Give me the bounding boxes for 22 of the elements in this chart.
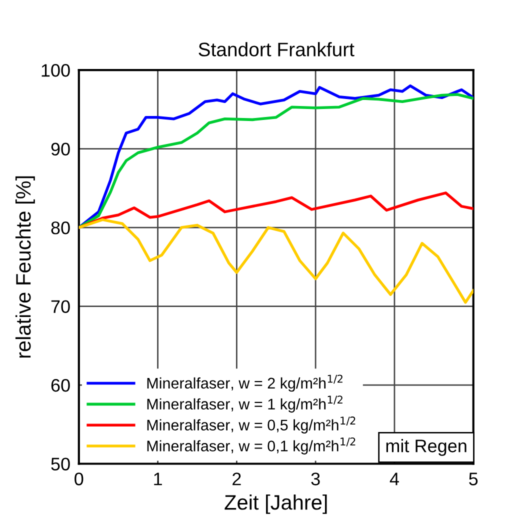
y-tick-label: 100: [42, 64, 70, 77]
y-tick-label: 70: [51, 300, 70, 314]
x-tick-label: 1: [154, 472, 162, 486]
x-tick-label: 5: [469, 472, 478, 486]
y-tick-label: 80: [51, 221, 70, 234]
y-tick-label: 50: [51, 458, 70, 470]
y-axis-title: relative Feuchte [%]: [15, 176, 35, 358]
chart-title: Standort Frankfurt: [198, 42, 354, 56]
legend-label: Mineralfaser, w = 1 kg/m²h$^{1/2}$: [147, 396, 342, 413]
y-tick-label: 60: [51, 378, 70, 392]
x-tick-label: 4: [390, 472, 399, 486]
x-tick-label: 0: [74, 472, 84, 486]
legend-label: Mineralfaser, w = 0,1 kg/m²h$^{1/2}$: [147, 437, 356, 454]
y-tick-label: 90: [51, 142, 70, 156]
line-series: [78, 218, 474, 304]
x-tick-label: 2: [232, 472, 241, 486]
line-series: [78, 192, 474, 229]
legend-label: Mineralfaser, w = 2 kg/m²h$^{1/2}$: [147, 374, 342, 392]
annotation: mit Regen: [386, 439, 466, 456]
legend-label: Mineralfaser, w = 0,5 kg/m²h$^{1/2}$: [147, 416, 356, 434]
x-axis-title: Zeit [Jahre]: [224, 494, 327, 514]
x-tick-label: 3: [311, 472, 320, 486]
